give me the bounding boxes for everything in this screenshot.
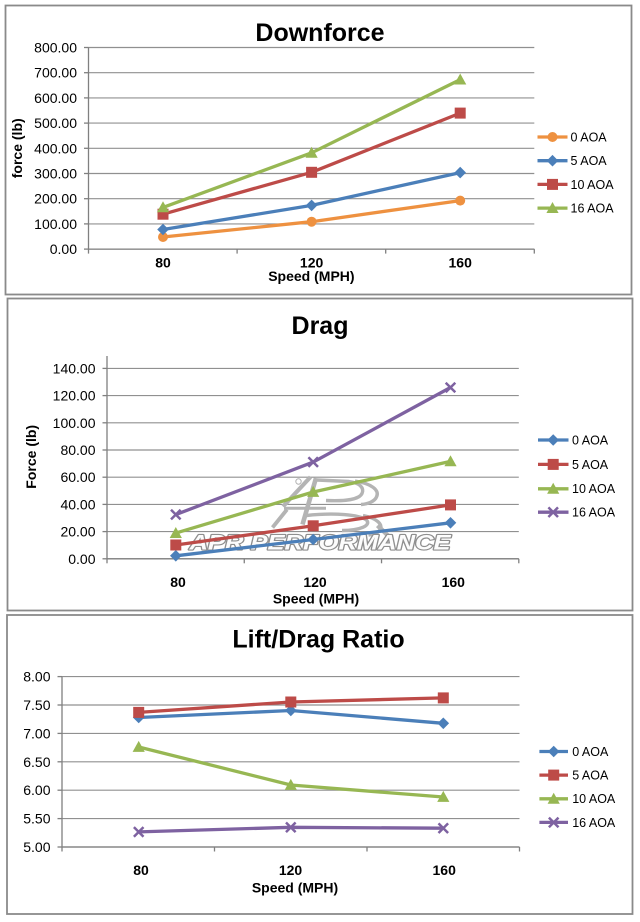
svg-text:7.00: 7.00 — [23, 725, 50, 741]
svg-text:80: 80 — [155, 254, 171, 270]
svg-text:5 AOA: 5 AOA — [572, 769, 609, 783]
svg-text:140.00: 140.00 — [53, 360, 96, 376]
svg-text:16 AOA: 16 AOA — [571, 202, 615, 216]
svg-text:10 AOA: 10 AOA — [572, 792, 616, 806]
svg-text:Downforce: Downforce — [255, 19, 384, 47]
svg-text:0 AOA: 0 AOA — [571, 130, 608, 144]
svg-text:80.00: 80.00 — [60, 442, 95, 458]
svg-text:100.00: 100.00 — [53, 415, 96, 431]
svg-text:60.00: 60.00 — [60, 469, 95, 485]
svg-text:160: 160 — [433, 862, 457, 878]
svg-text:10 AOA: 10 AOA — [572, 482, 616, 496]
svg-text:Speed (MPH): Speed (MPH) — [273, 590, 359, 606]
svg-text:500.00: 500.00 — [34, 115, 77, 131]
svg-text:160: 160 — [442, 574, 466, 590]
svg-text:0 AOA: 0 AOA — [572, 745, 609, 759]
svg-text:20.00: 20.00 — [60, 524, 95, 540]
svg-text:400.00: 400.00 — [34, 140, 77, 156]
svg-text:700.00: 700.00 — [34, 65, 77, 81]
svg-text:600.00: 600.00 — [34, 90, 77, 106]
svg-text:Drag: Drag — [292, 312, 349, 340]
svg-text:800.00: 800.00 — [34, 40, 77, 56]
svg-text:8.00: 8.00 — [23, 669, 50, 685]
svg-text:120: 120 — [279, 862, 303, 878]
svg-text:120.00: 120.00 — [53, 388, 96, 404]
svg-text:5 AOA: 5 AOA — [571, 154, 608, 168]
svg-text:force (lb): force (lb) — [9, 118, 25, 178]
svg-text:100.00: 100.00 — [34, 216, 77, 232]
svg-text:Speed (MPH): Speed (MPH) — [252, 879, 338, 895]
svg-text:300.00: 300.00 — [34, 166, 77, 182]
svg-text:0 AOA: 0 AOA — [572, 433, 609, 447]
svg-text:120: 120 — [303, 574, 327, 590]
svg-text:80: 80 — [133, 862, 149, 878]
svg-text:5.00: 5.00 — [23, 839, 50, 855]
svg-text:16 AOA: 16 AOA — [572, 816, 616, 830]
svg-text:160: 160 — [449, 254, 473, 270]
svg-text:5.50: 5.50 — [23, 811, 50, 827]
svg-text:120: 120 — [300, 254, 324, 270]
svg-text:5 AOA: 5 AOA — [572, 458, 609, 472]
svg-text:16 AOA: 16 AOA — [572, 506, 616, 520]
svg-text:10 AOA: 10 AOA — [571, 178, 615, 192]
svg-text:Speed (MPH): Speed (MPH) — [268, 268, 354, 284]
svg-text:0.00: 0.00 — [50, 241, 77, 257]
svg-text:Force (lb): Force (lb) — [23, 425, 39, 489]
svg-text:6.00: 6.00 — [23, 782, 50, 798]
svg-text:80: 80 — [170, 574, 186, 590]
svg-text:Lift/Drag Ratio: Lift/Drag Ratio — [232, 626, 404, 654]
svg-text:0.00: 0.00 — [68, 551, 95, 567]
svg-text:7.50: 7.50 — [23, 697, 50, 713]
svg-text:40.00: 40.00 — [60, 496, 95, 512]
svg-text:6.50: 6.50 — [23, 754, 50, 770]
svg-text:200.00: 200.00 — [34, 191, 77, 207]
